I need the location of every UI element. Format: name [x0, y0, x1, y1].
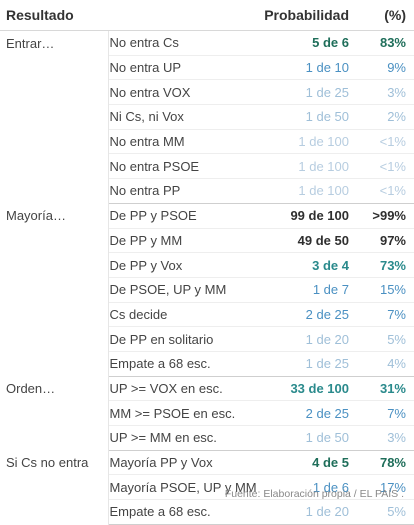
- scenario-label: No entra VOX: [108, 79, 260, 106]
- percent-value: 83%: [360, 30, 414, 56]
- table-row: Entrar… No entra Cs 5 de 6 83%: [0, 30, 414, 204]
- scenario-label: De PP y MM: [108, 228, 260, 254]
- percent-value: 5%: [360, 499, 414, 525]
- probability-value: 1 de 100: [260, 153, 360, 180]
- scenario-label: De PSOE, UP y MM: [108, 277, 260, 303]
- percent-value: <1%: [360, 153, 414, 180]
- percent-value: 3%: [360, 79, 414, 106]
- probability-value: 1 de 10: [260, 55, 360, 81]
- scenario-label: UP >= VOX en esc.: [108, 376, 260, 402]
- scenario-label: De PP y PSOE: [108, 203, 260, 229]
- table-row: UP >= MM en esc. 1 de 50 3%: [0, 425, 414, 451]
- percent-value: 97%: [360, 228, 414, 254]
- table-row: Si Cs no entra Mayoría PP y Vox 4 de 5 78%: [0, 450, 414, 525]
- table-row: De PP en solitario 1 de 20 5%: [0, 326, 414, 352]
- table-row: Orden… UP >= VOX en esc. 33 de 100 31%: [0, 376, 414, 451]
- probability-value: 1 de 100: [260, 178, 360, 204]
- probability-value: 1 de 6: [260, 474, 360, 501]
- table-row: No entra PP 1 de 100 <1%: [0, 178, 414, 204]
- group-label: Orden…: [0, 376, 109, 451]
- scenario-label: De PP y Vox: [108, 252, 260, 278]
- table-row: Ni Cs, ni Vox 1 de 50 2%: [0, 104, 414, 130]
- percent-value: 15%: [360, 277, 414, 303]
- probability-value: 5 de 6: [260, 30, 360, 56]
- table-row: No entra PSOE 1 de 100 <1%: [0, 153, 414, 180]
- probability-value: 2 de 25: [260, 302, 360, 328]
- group-section: Entrar… No entra Cs 5 de 6 83% No entra UP 1 …: [0, 30, 414, 204]
- table-row: De PSOE, UP y MM 1 de 7 15%: [0, 277, 414, 303]
- table-row: No entra MM 1 de 100 <1%: [0, 129, 414, 155]
- scenario-label: Mayoría PSOE, UP y MM: [108, 474, 260, 501]
- probability-value: 1 de 7: [260, 277, 360, 303]
- percent-value: 78%: [360, 450, 414, 476]
- probability-value: 1 de 50: [260, 104, 360, 130]
- probability-value: 99 de 100: [260, 203, 360, 229]
- probability-value: 4 de 5: [260, 450, 360, 476]
- percent-value: <1%: [360, 129, 414, 155]
- percent-value: 5%: [360, 326, 414, 352]
- scenario-label: No entra UP: [108, 55, 260, 81]
- percent-value: 31%: [360, 376, 414, 402]
- scenario-label: No entra Cs: [108, 30, 260, 56]
- probability-value: 1 de 20: [260, 499, 360, 525]
- table-row: No entra UP 1 de 10 9%: [0, 55, 414, 81]
- probability-value: 1 de 50: [260, 425, 360, 451]
- scenario-label: Empate a 68 esc.: [108, 351, 260, 377]
- header-probabilidad: Probabilidad: [260, 0, 360, 31]
- table-row: De PP y Vox 3 de 4 73%: [0, 252, 414, 278]
- header-resultado: Resultado: [0, 0, 108, 31]
- table-row: Mayoría PSOE, UP y MM 1 de 6 17%: [0, 474, 414, 501]
- scenario-label: No entra PP: [108, 178, 260, 204]
- scenario-label: MM >= PSOE en esc.: [108, 400, 260, 426]
- probability-value: 3 de 4: [260, 252, 360, 278]
- scenario-label: UP >= MM en esc.: [108, 425, 260, 451]
- group-label: Entrar…: [0, 30, 109, 204]
- percent-value: 4%: [360, 351, 414, 377]
- scenario-label: Ni Cs, ni Vox: [108, 104, 260, 130]
- scenario-label: De PP en solitario: [108, 326, 260, 352]
- probability-value: 33 de 100: [260, 376, 360, 402]
- group-label: Si Cs no entra: [0, 450, 109, 525]
- probability-value: 2 de 25: [260, 400, 360, 426]
- source-note: Fuente: Elaboración propia / EL PAÍS .: [224, 488, 404, 500]
- table-row: Empate a 68 esc. 1 de 25 4%: [0, 351, 414, 377]
- percent-value: 17%: [360, 474, 414, 501]
- probability-value: 1 de 25: [260, 79, 360, 106]
- scenario-label: Mayoría PP y Vox: [108, 450, 260, 476]
- percent-value: 3%: [360, 425, 414, 451]
- table-row: De PP y MM 49 de 50 97%: [0, 228, 414, 254]
- table-row: MM >= PSOE en esc. 2 de 25 7%: [0, 400, 414, 426]
- percent-value: <1%: [360, 178, 414, 204]
- table-row: Cs decide 2 de 25 7%: [0, 302, 414, 328]
- percent-value: 7%: [360, 400, 414, 426]
- percent-value: 2%: [360, 104, 414, 130]
- percent-value: 7%: [360, 302, 414, 328]
- probability-value: 1 de 25: [260, 351, 360, 377]
- table-row: Mayoría… De PP y PSOE 99 de 100 >99%: [0, 203, 414, 377]
- percent-value: 9%: [360, 55, 414, 81]
- probability-value: 49 de 50: [260, 228, 360, 254]
- table-header: Resultado Probabilidad (%): [0, 0, 414, 31]
- header-scenario-blank: [108, 0, 260, 31]
- group-section: Mayoría… De PP y PSOE 99 de 100 >99% De PP y…: [0, 203, 414, 377]
- scenario-label: No entra PSOE: [108, 153, 260, 180]
- probability-value: 1 de 20: [260, 326, 360, 352]
- probability-value: 1 de 100: [260, 129, 360, 155]
- table-row: No entra VOX 1 de 25 3%: [0, 79, 414, 106]
- group-label: Mayoría…: [0, 203, 109, 377]
- scenario-label: No entra MM: [108, 129, 260, 155]
- group-section: Orden… UP >= VOX en esc. 33 de 100 31% MM >=…: [0, 376, 414, 451]
- percent-value: 73%: [360, 252, 414, 278]
- percent-value: >99%: [360, 203, 414, 229]
- scenario-label: Cs decide: [108, 302, 260, 328]
- header-percent: (%): [360, 0, 414, 31]
- scenario-label: Empate a 68 esc.: [108, 499, 260, 525]
